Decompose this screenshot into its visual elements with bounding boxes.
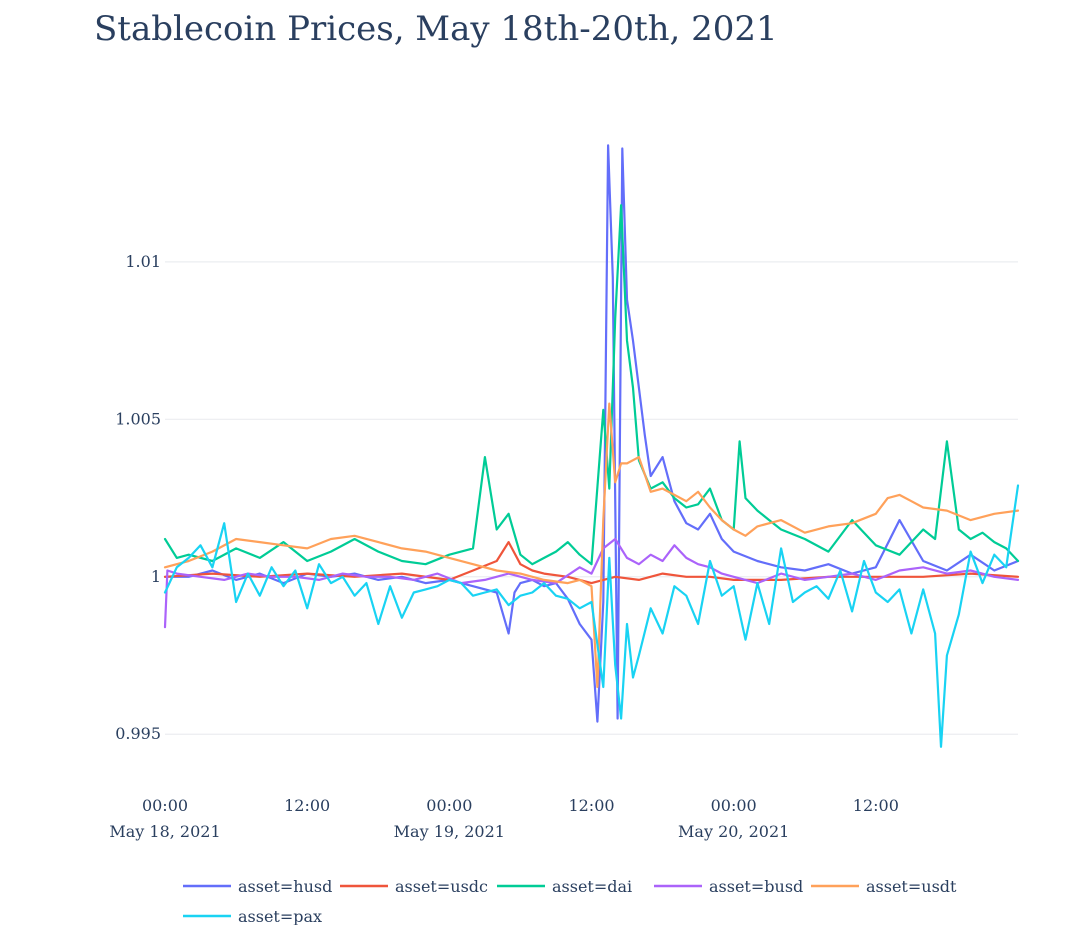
legend-item-usdc[interactable]: asset=usdc: [340, 877, 488, 896]
x-tick-date: May 20, 2021: [678, 822, 789, 841]
legend-label: asset=busd: [709, 877, 803, 896]
legend-item-usdt[interactable]: asset=usdt: [811, 877, 957, 896]
x-tick-time: 12:00: [853, 796, 899, 815]
y-tick-label: 1.01: [125, 252, 161, 271]
x-tick-time: 00:00: [711, 796, 757, 815]
y-tick-label: 1.005: [115, 409, 161, 428]
legend-label: asset=dai: [552, 877, 632, 896]
series-line-usdt: [163, 402, 1020, 689]
y-tick-label: 0.995: [115, 724, 161, 743]
legend-label: asset=usdt: [866, 877, 957, 896]
legend-item-pax[interactable]: asset=pax: [183, 907, 322, 925]
legend-label: asset=husd: [238, 877, 332, 896]
legend-item-dai[interactable]: asset=dai: [497, 877, 632, 896]
x-tick-date: May 19, 2021: [394, 822, 505, 841]
legend-item-busd[interactable]: asset=busd: [654, 877, 803, 896]
chart-title: Stablecoin Prices, May 18th-20th, 2021: [94, 9, 778, 49]
legend-label: asset=usdc: [395, 877, 488, 896]
series-lines: [163, 144, 1020, 748]
legend-label: asset=pax: [238, 907, 322, 925]
x-tick-time: 00:00: [142, 796, 188, 815]
x-tick-time: 12:00: [284, 796, 330, 815]
legend-item-husd[interactable]: asset=husd: [183, 877, 332, 896]
x-tick-time: 00:00: [426, 796, 472, 815]
series-line-busd: [163, 537, 1020, 629]
series-line-husd: [163, 144, 1020, 723]
y-axis: 0.995 1 1.005 1.01: [115, 252, 161, 743]
x-tick-time: 12:00: [568, 796, 614, 815]
series-line-dai: [163, 204, 1020, 566]
legend[interactable]: asset=husd asset=usdc asset=dai asset=busd a…: [183, 877, 957, 925]
x-tick-date: May 18, 2021: [109, 822, 220, 841]
x-axis: 00:00 May 18, 2021 12:00 00:00 May 19, 2021 1…: [109, 796, 899, 841]
series-line-pax: [163, 484, 1020, 748]
y-tick-label: 1: [151, 567, 161, 586]
